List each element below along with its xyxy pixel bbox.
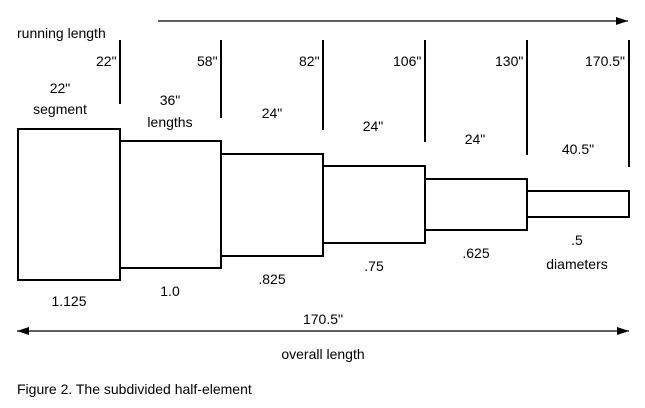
segment-6-diameter-line-1: .5: [571, 232, 583, 248]
running-mark-106: 106": [393, 53, 421, 69]
segment-2-rect: [119, 140, 222, 269]
running-mark-22: 22": [96, 53, 117, 69]
segment-1-rect: [17, 128, 121, 281]
segment-6-length: 40.5": [562, 141, 594, 157]
segment-1-diameter: 1.125: [51, 293, 86, 309]
segment-4-length: 24": [363, 118, 384, 134]
segment-1-length-line-2: segment: [33, 101, 87, 117]
running-mark-170-5: 170.5": [585, 53, 625, 69]
segment-5-rect: [424, 178, 528, 231]
segment-3-length: 24": [262, 105, 283, 121]
segment-3-rect: [220, 153, 324, 257]
segment-4-rect: [322, 165, 426, 244]
segment-5-diameter: .625: [462, 245, 489, 261]
stepped-element: [17, 128, 630, 281]
figure-caption: Figure 2. The subdivided half-element: [17, 381, 252, 397]
running-length-label: running length: [17, 25, 106, 41]
segment-2-length-line-2: lengths: [147, 114, 192, 130]
running-mark-82: 82": [299, 53, 320, 69]
segment-2-diameter: 1.0: [160, 283, 180, 299]
segment-5-length: 24": [465, 131, 486, 147]
segment-6-diameter-line-2: diameters: [546, 256, 607, 272]
running-mark-58: 58": [197, 53, 218, 69]
overall-length-label: overall length: [281, 346, 364, 362]
segment-2-length-line-1: 36": [160, 92, 181, 108]
segment-1-length-line-1: 22": [50, 80, 71, 96]
running-length-ticks: [119, 40, 630, 167]
running-mark-130: 130": [495, 53, 523, 69]
segment-6-rect: [526, 190, 630, 218]
segment-3-diameter: .825: [258, 271, 285, 287]
overall-length-value: 170.5": [303, 311, 343, 327]
segment-4-diameter: .75: [364, 258, 384, 274]
